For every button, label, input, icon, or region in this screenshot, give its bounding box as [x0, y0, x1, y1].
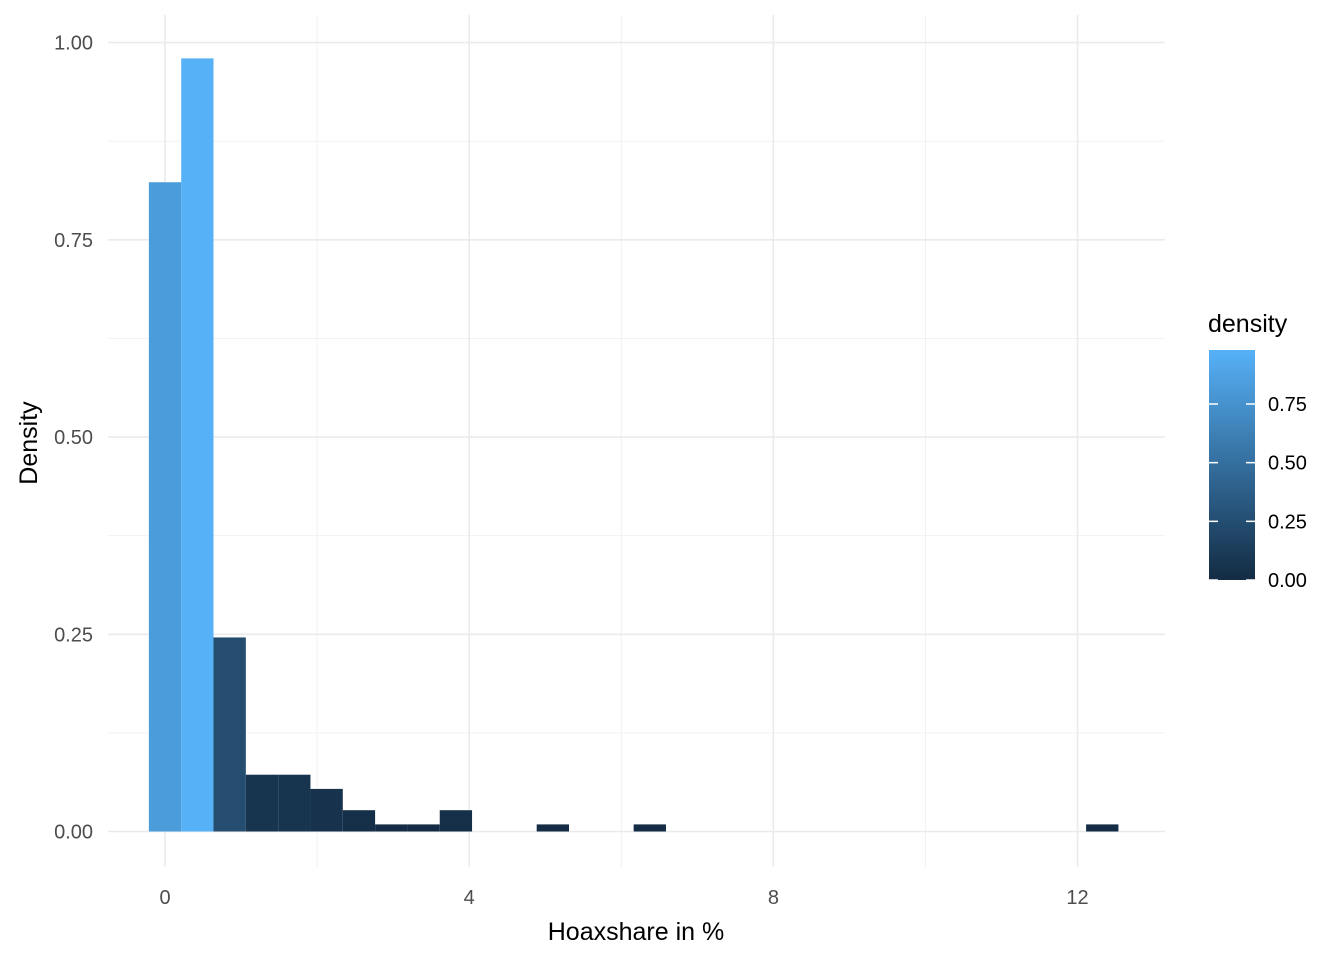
histogram-bar — [213, 637, 246, 832]
x-axis-ticks: 0 4 8 12 — [159, 887, 1088, 909]
color-legend: density 0.00 0.25 0.50 0.75 — [1208, 310, 1307, 592]
histogram-bar — [342, 810, 376, 832]
y-tick-label: 0.00 — [54, 822, 93, 844]
x-tick-label: 4 — [464, 887, 475, 909]
histogram-bar — [633, 824, 666, 832]
x-tick-label: 12 — [1066, 887, 1088, 909]
legend-break-label: 0.00 — [1268, 570, 1307, 592]
y-tick-label: 0.25 — [54, 624, 93, 646]
legend-title: density — [1208, 310, 1288, 338]
x-tick-label: 8 — [768, 887, 779, 909]
x-axis-title: Hoaxshare in % — [548, 918, 724, 946]
histogram-bar — [375, 824, 408, 832]
histogram-bar — [536, 824, 570, 832]
legend-colorbar-ticks: 0.00 0.25 0.50 0.75 — [1209, 394, 1307, 592]
histogram-bar — [148, 182, 182, 832]
histogram-bar — [439, 810, 473, 832]
histogram-bar — [278, 774, 311, 832]
legend-break-label: 0.75 — [1268, 394, 1307, 416]
histogram-bar — [310, 788, 343, 832]
grid-lines — [108, 15, 1165, 867]
y-tick-label: 1.00 — [54, 33, 93, 55]
histogram-bar — [245, 774, 279, 832]
histogram-bar — [181, 58, 214, 832]
legend-break-label: 0.50 — [1268, 453, 1307, 475]
histogram-bar — [1086, 824, 1119, 832]
legend-break-label: 0.25 — [1268, 511, 1307, 533]
y-axis-title: Density — [15, 401, 43, 485]
x-tick-label: 0 — [159, 887, 170, 909]
y-tick-label: 0.75 — [54, 230, 93, 252]
histogram-bar — [407, 824, 440, 832]
y-tick-label: 0.50 — [54, 427, 93, 449]
histogram-bars — [148, 58, 1119, 832]
legend-colorbar — [1209, 350, 1255, 580]
y-axis-ticks: 0.00 0.25 0.50 0.75 1.00 — [54, 33, 93, 844]
